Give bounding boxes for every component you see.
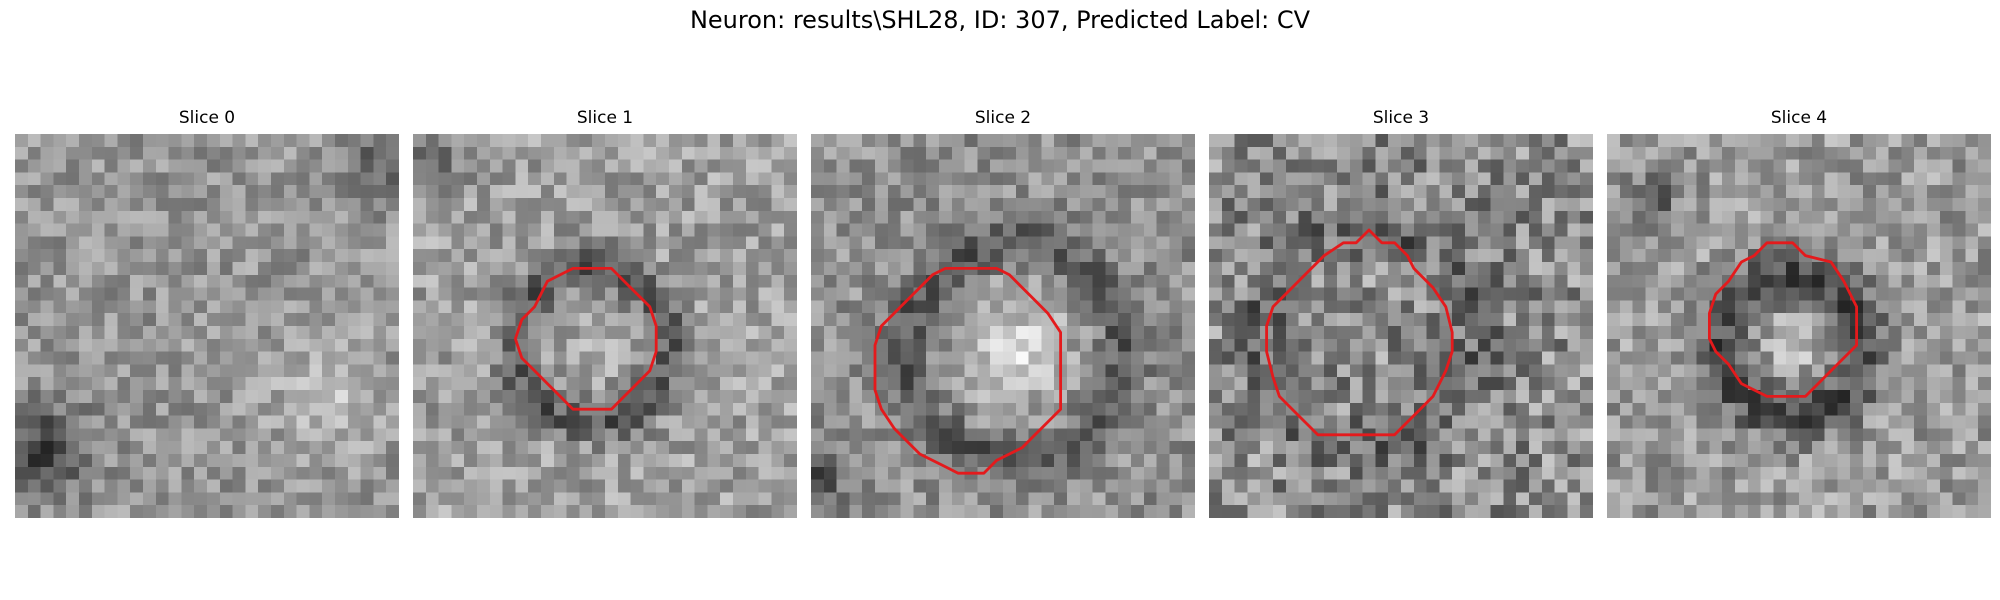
slice-pixels bbox=[15, 134, 399, 518]
panel-title: Slice 2 bbox=[974, 108, 1032, 128]
roi-overlay bbox=[1265, 228, 1454, 437]
roi-outline bbox=[1265, 228, 1454, 437]
panel-title: Slice 0 bbox=[178, 108, 236, 128]
panel-title: Slice 4 bbox=[1770, 108, 1828, 128]
slice-pixels bbox=[1607, 134, 1991, 518]
slice-image-4 bbox=[1607, 134, 1991, 518]
slice-image-2 bbox=[811, 134, 1195, 518]
slice-image-0 bbox=[15, 134, 399, 518]
panel-title: Slice 3 bbox=[1372, 108, 1430, 128]
slice-pixels bbox=[1209, 134, 1593, 518]
roi-outline bbox=[1707, 241, 1859, 398]
slice-image-1 bbox=[413, 134, 797, 518]
slice-pixels bbox=[811, 134, 1195, 518]
panel-slice-4: Slice 4 bbox=[1607, 108, 1991, 518]
roi-overlay bbox=[15, 134, 399, 518]
roi-outline bbox=[873, 266, 1063, 475]
figure-title: Neuron: results\SHL28, ID: 307, Predicte… bbox=[689, 6, 1311, 34]
roi-outline bbox=[513, 266, 658, 411]
panel-slice-3: Slice 3 bbox=[1209, 108, 1593, 518]
roi-overlay bbox=[873, 266, 1063, 475]
roi-overlay bbox=[513, 266, 658, 411]
slice-image-3 bbox=[1209, 134, 1593, 518]
roi-overlay bbox=[1707, 241, 1859, 398]
panel-slice-1: Slice 1 bbox=[413, 108, 797, 518]
panel-title: Slice 1 bbox=[576, 108, 634, 128]
panel-slice-2: Slice 2 bbox=[811, 108, 1195, 518]
slice-pixels bbox=[413, 134, 797, 518]
panel-slice-0: Slice 0 bbox=[15, 108, 399, 518]
